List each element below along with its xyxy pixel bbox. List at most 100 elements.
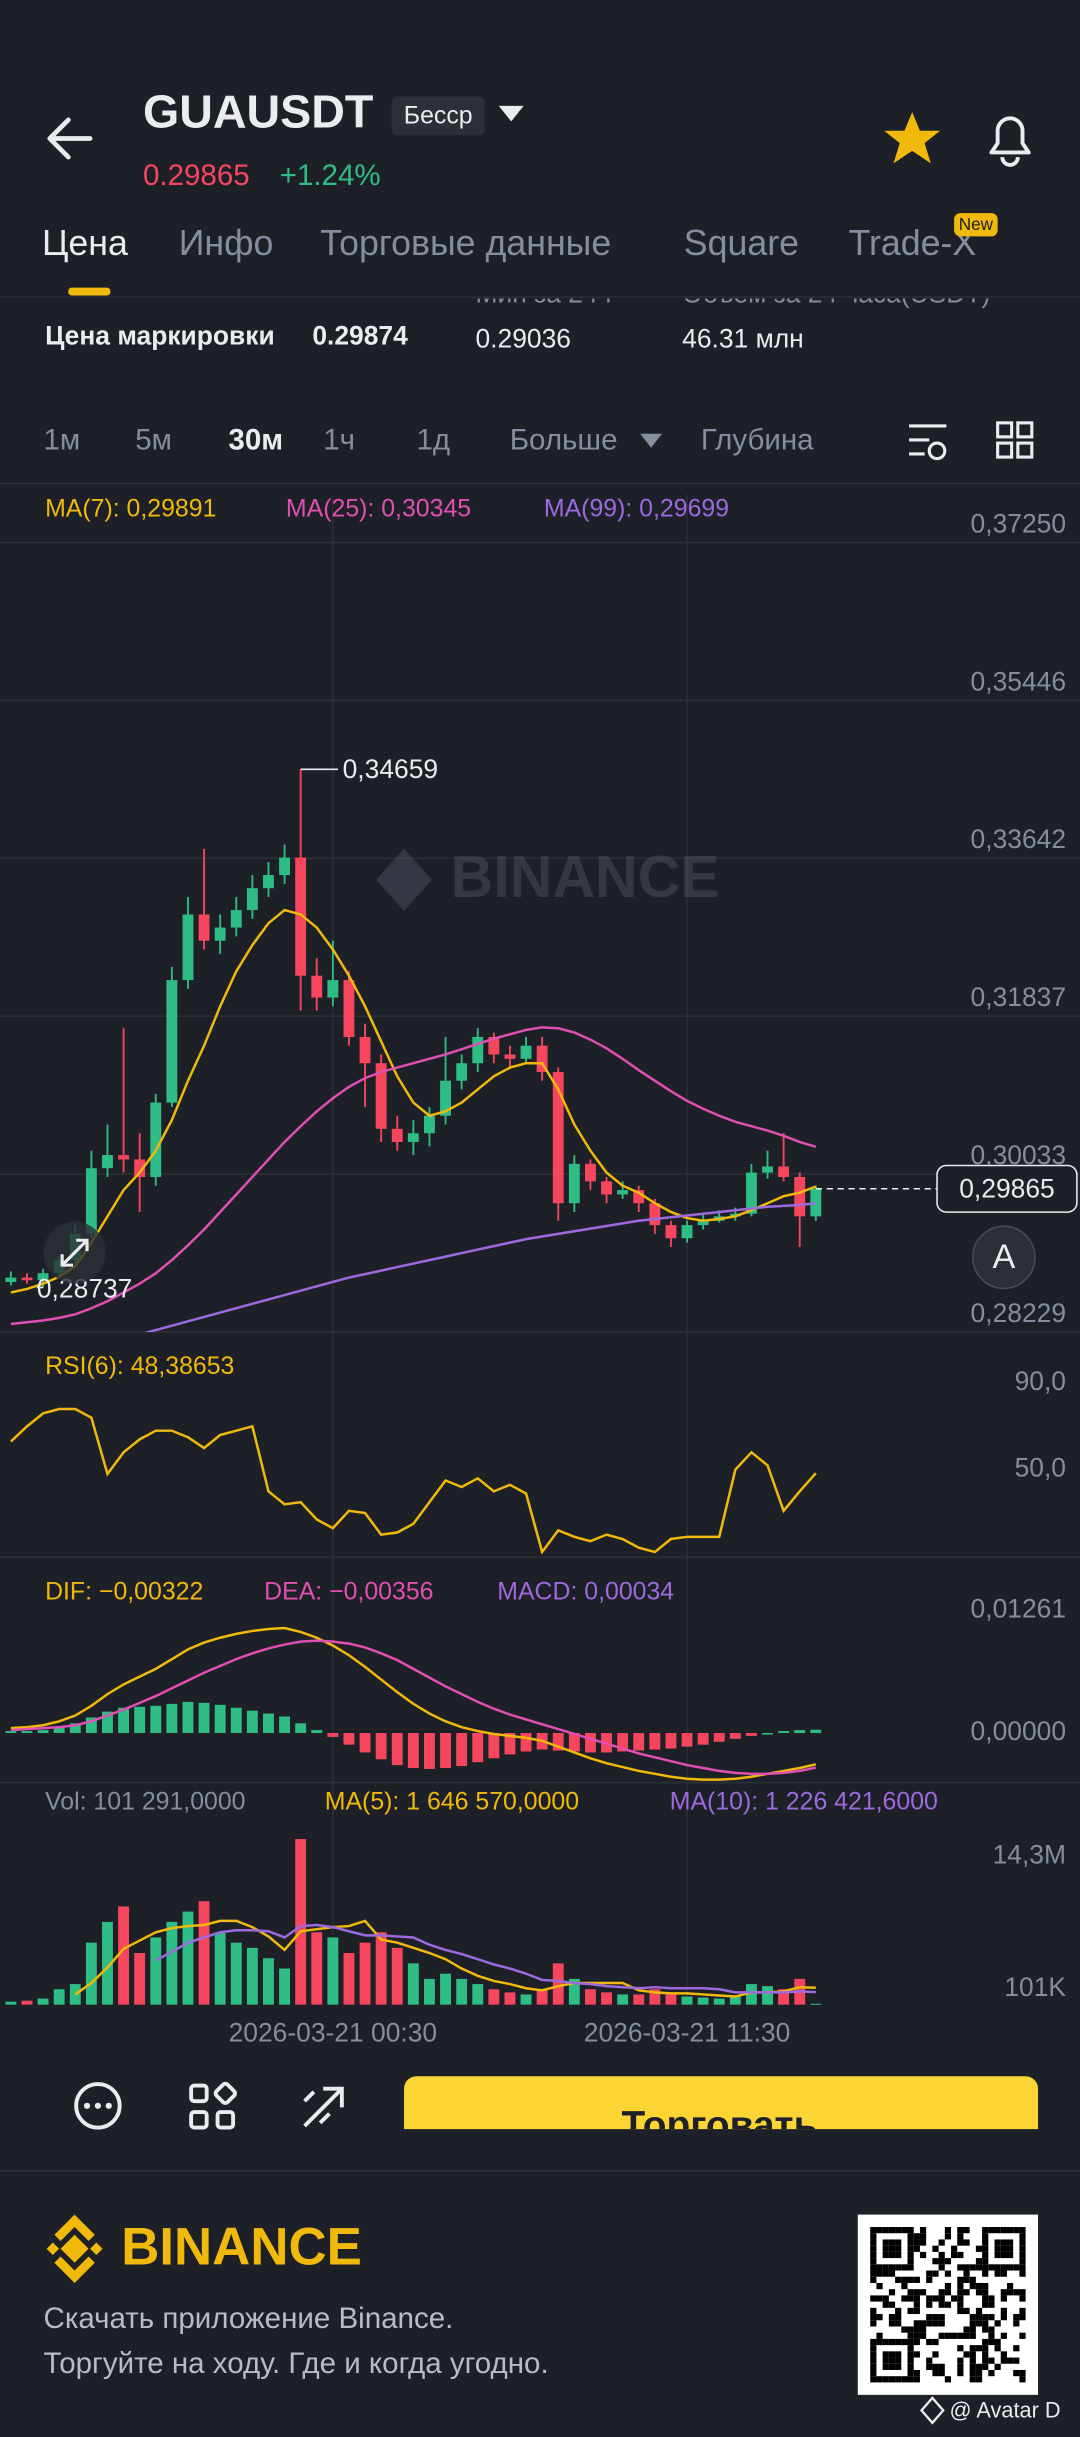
tab[interactable]: Square xyxy=(684,223,799,263)
tab[interactable]: Торговые данные xyxy=(320,223,611,263)
volume-bar xyxy=(327,1937,339,2005)
volume-bar xyxy=(134,1953,146,2005)
qr-module xyxy=(957,2233,964,2240)
expand-icon xyxy=(60,1238,89,1267)
qr-module xyxy=(957,2369,964,2377)
volume-bar xyxy=(552,1963,564,2005)
qr-module xyxy=(901,2338,908,2346)
qr-module xyxy=(882,2357,889,2364)
candle-body xyxy=(810,1188,822,1217)
macd-bar xyxy=(472,1733,484,1763)
volume-bar xyxy=(713,1998,725,2005)
tools-button[interactable] xyxy=(303,2086,344,2128)
qr-module xyxy=(944,2227,952,2234)
volume-bar xyxy=(53,1989,65,2005)
qr-module xyxy=(938,2369,945,2377)
auto-button[interactable] xyxy=(972,1225,1036,1290)
macd-bar xyxy=(359,1733,371,1753)
qr-module xyxy=(963,2351,970,2358)
qr-module xyxy=(988,2332,995,2339)
auto-button-label: A xyxy=(992,1238,1015,1276)
trade-button[interactable] xyxy=(404,2076,1039,2169)
volume-bar xyxy=(585,1989,596,2005)
last-price: 0.29865 xyxy=(143,159,250,192)
interval[interactable]: 5м xyxy=(135,423,172,456)
qr-module xyxy=(1019,2239,1026,2246)
qr-module xyxy=(982,2326,989,2333)
qr-module xyxy=(938,2363,945,2370)
volume-bar xyxy=(150,1937,162,2005)
qr-module xyxy=(944,2289,952,2296)
macd-bar xyxy=(778,1731,790,1734)
candle-body xyxy=(85,1168,97,1234)
qr-module xyxy=(1019,2289,1026,2296)
favorite-star[interactable] xyxy=(884,112,941,164)
panel: BINANCE xyxy=(0,541,1080,1332)
indicator-settings-icon[interactable] xyxy=(909,424,947,461)
qr-module xyxy=(938,2332,945,2339)
interval[interactable]: 1м xyxy=(44,423,81,456)
qr-module xyxy=(1013,2264,1020,2271)
qr-module xyxy=(907,2264,914,2271)
mark-value: 0.29874 xyxy=(312,320,408,350)
legend-entry: RSI(6): 48,38653 xyxy=(45,1352,234,1380)
volume-bar xyxy=(230,1942,242,2005)
qr-module xyxy=(994,2270,1001,2277)
qr-module xyxy=(870,2264,877,2271)
volume-bar xyxy=(263,1958,274,2005)
qr-module xyxy=(969,2363,976,2370)
qr-module xyxy=(870,2270,877,2277)
tab[interactable]: Инфо xyxy=(179,223,274,263)
qr-module xyxy=(963,2239,970,2246)
qr-module xyxy=(901,2376,908,2383)
qr-module xyxy=(1000,2351,1007,2358)
qr-module xyxy=(901,2264,908,2271)
indicator-line xyxy=(10,1407,817,1555)
y-tick-label: 0,31837 xyxy=(971,982,1066,1012)
layout-icon[interactable] xyxy=(996,421,1034,459)
qr-module xyxy=(907,2239,914,2246)
symbol-dropdown[interactable] xyxy=(498,105,524,122)
interval[interactable]: Больше xyxy=(510,423,618,456)
qr-module xyxy=(907,2307,914,2315)
interval[interactable]: 1д xyxy=(416,423,450,456)
macd-bar xyxy=(230,1707,242,1734)
qr-module xyxy=(982,2363,989,2370)
qr-module xyxy=(969,2282,976,2290)
macd-bar xyxy=(343,1733,355,1745)
qr-module xyxy=(1006,2239,1014,2246)
interval[interactable]: Глубина xyxy=(701,423,814,456)
binance-logo xyxy=(46,2214,103,2283)
volume-bar xyxy=(198,1901,210,2005)
qr-module xyxy=(963,2227,970,2234)
interval[interactable]: 30м xyxy=(228,423,283,456)
back-button[interactable] xyxy=(47,117,93,160)
tab[interactable]: Цена xyxy=(42,223,128,263)
alert-bell[interactable] xyxy=(989,116,1031,167)
qr-module xyxy=(926,2270,933,2277)
qr-module xyxy=(919,2227,927,2234)
qr-pattern xyxy=(870,2227,1026,2383)
qr-module xyxy=(982,2270,989,2277)
interval[interactable]: 1ч xyxy=(323,423,355,456)
volume-bar xyxy=(762,1986,773,2005)
qr-module xyxy=(926,2357,933,2364)
more-button[interactable] xyxy=(74,2082,122,2130)
candle-body xyxy=(263,875,274,889)
macd-bar xyxy=(295,1723,307,1734)
qr-module xyxy=(994,2227,1001,2234)
macd-bar xyxy=(37,1730,49,1734)
qr-module xyxy=(913,2376,920,2383)
qr-module xyxy=(982,2301,989,2308)
qr-module xyxy=(1013,2345,1020,2352)
volume-bar xyxy=(745,1984,757,2005)
qr-module xyxy=(982,2258,989,2265)
apps-button[interactable] xyxy=(189,2081,237,2130)
qr-module xyxy=(1019,2251,1026,2259)
candle-body xyxy=(762,1166,773,1173)
qr-module xyxy=(982,2289,989,2296)
footer-line1: Скачать приложение Binance. xyxy=(44,2302,454,2335)
qr-module xyxy=(975,2289,983,2296)
macd-bar xyxy=(649,1733,661,1750)
y-tick-label: 0,01261 xyxy=(971,1593,1066,1623)
